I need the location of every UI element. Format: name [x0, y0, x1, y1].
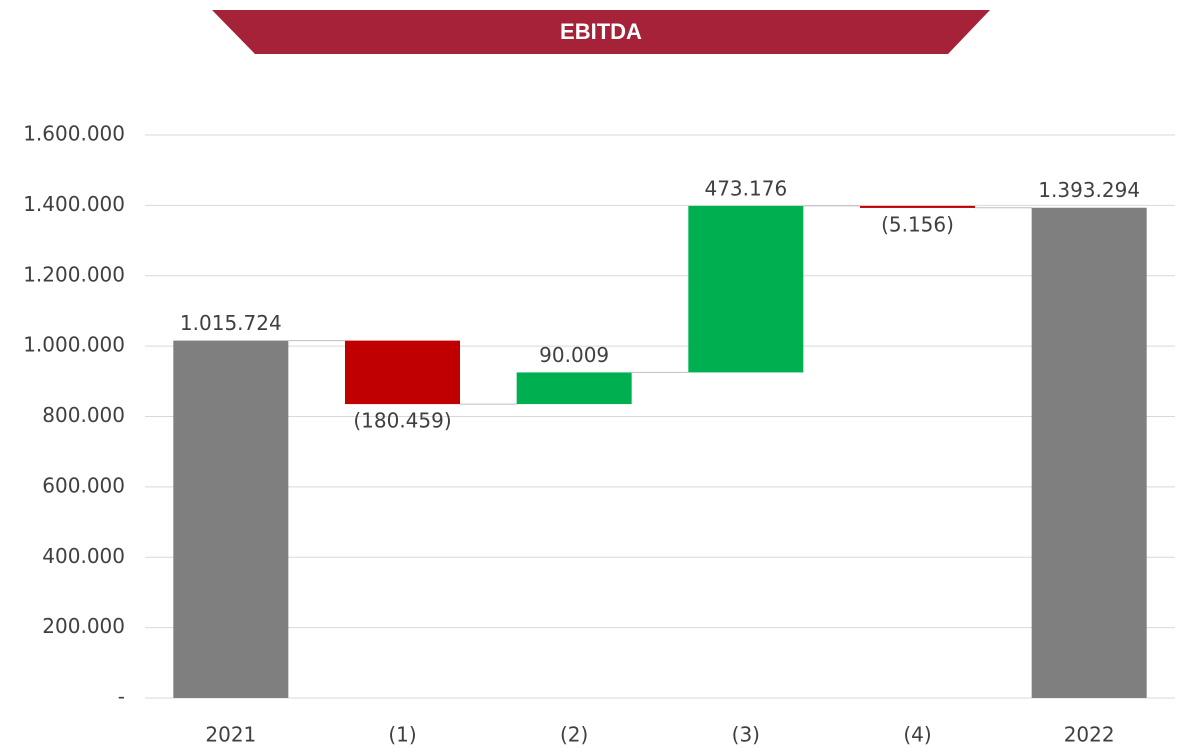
y-tick-label: - [118, 685, 125, 709]
y-tick-label: 1.000.000 [23, 333, 125, 357]
y-tick-label: 1.400.000 [23, 192, 125, 216]
bar [1031, 207, 1147, 698]
bar [688, 205, 804, 373]
x-tick-label: (2) [560, 723, 588, 747]
x-tick-label: (4) [903, 723, 931, 747]
value-label: 1.015.724 [180, 311, 282, 335]
x-tick-label: 2021 [205, 723, 256, 747]
bar [173, 340, 289, 698]
y-tick-label: 800.000 [42, 403, 125, 427]
bar [516, 372, 632, 405]
bar [344, 340, 461, 405]
bar [859, 205, 976, 208]
value-label: 1.393.294 [1038, 178, 1140, 202]
y-tick-label: 600.000 [42, 473, 125, 497]
title-banner [212, 10, 990, 54]
value-label: 473.176 [704, 176, 787, 200]
x-tick-label: (1) [388, 723, 416, 747]
y-tick-label: 1.200.000 [23, 262, 125, 286]
y-tick-label: 400.000 [42, 544, 125, 568]
x-tick-label: 2022 [1064, 723, 1115, 747]
value-label: (5.156) [881, 212, 954, 236]
value-label: (180.459) [353, 409, 451, 433]
chart-title: EBITDA [560, 19, 642, 44]
x-tick-label: (3) [732, 723, 760, 747]
value-label: 90.009 [539, 343, 609, 367]
y-tick-label: 1.600.000 [23, 122, 125, 146]
y-tick-label: 200.000 [42, 614, 125, 638]
